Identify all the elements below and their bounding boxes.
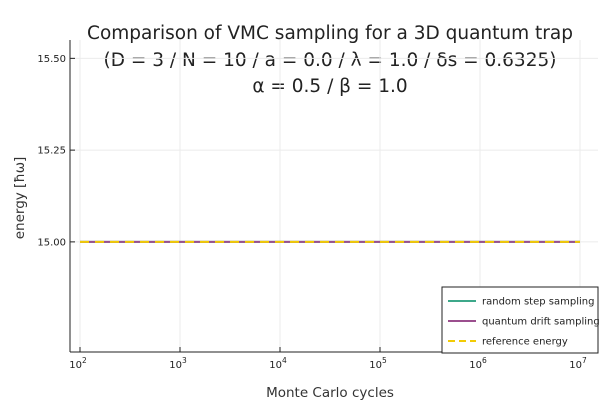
- y-tick-label: 15.25: [37, 146, 66, 157]
- legend-label: quantum drift sampling: [482, 317, 600, 328]
- chart-title-line-1: Comparison of VMC sampling for a 3D quan…: [87, 23, 573, 44]
- chart-title-line-2: (D = 3 / N = 10 / a = 0.0 / λ = 1.0 / δs…: [104, 50, 557, 71]
- x-tick-label: 106: [469, 356, 487, 371]
- y-axis-label: energy [ħω]: [12, 157, 28, 240]
- y-tick-label: 15.00: [37, 237, 66, 248]
- chart-title-line-3: α = 0.5 / β = 1.0: [252, 76, 407, 97]
- x-tick-label: 103: [169, 356, 187, 371]
- x-tick-label: 107: [569, 356, 587, 371]
- y-tick-labels: 15.00 15.25 15.50: [37, 54, 66, 249]
- legend-label: random step sampling: [482, 297, 594, 308]
- y-tick-label: 15.50: [37, 54, 66, 65]
- legend: random step sampling quantum drift sampli…: [441, 286, 600, 354]
- x-tick-label: 102: [69, 356, 87, 371]
- x-tick-label: 104: [269, 356, 287, 371]
- legend-label: reference energy: [482, 337, 568, 348]
- x-axis-label: Monte Carlo cycles: [266, 385, 394, 400]
- x-tick-labels: 102 103 104 105 106 107: [69, 356, 587, 371]
- x-tick-label: 105: [369, 356, 387, 371]
- chart-title: Comparison of VMC sampling for a 3D quan…: [87, 23, 573, 97]
